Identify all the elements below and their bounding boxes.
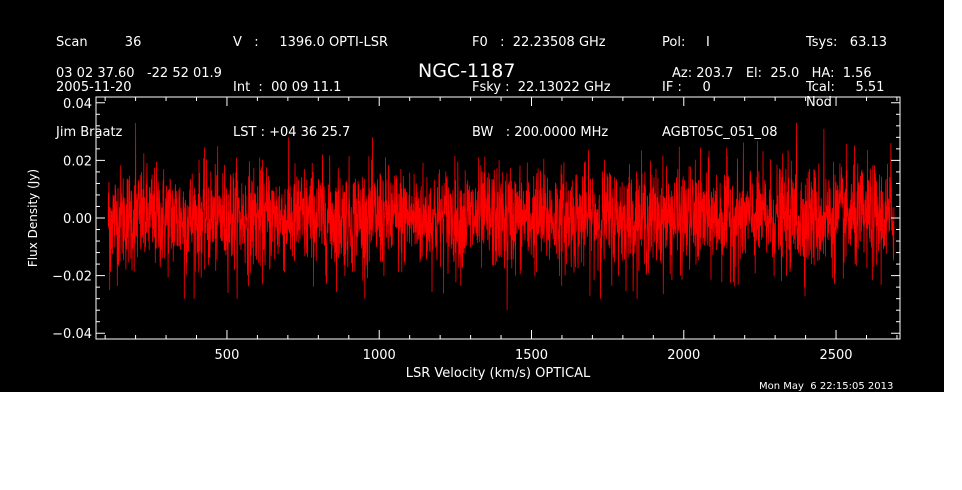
- header-tcal: Tcal: 5.51: [806, 80, 885, 95]
- x-tick-label: 2500: [819, 348, 852, 363]
- tick-layer: 500 1000 1500 2000 2500 −0.04 −0.02 0.00 0.02 0.0…: [52, 97, 900, 363]
- y-tick-label: −0.04: [52, 327, 92, 342]
- plot-window: Scan 36 2005-11-20 Jim Braatz V : 1396.0…: [0, 0, 944, 392]
- spectrum-trace: [107, 122, 895, 311]
- header-if: IF : 0: [662, 80, 711, 95]
- header-lst: LST : +04 36 25.7: [233, 125, 351, 140]
- header-col3: F0 : 22.23508 GHz Fsky : 22.13022 GHz BW…: [472, 5, 611, 170]
- x-tick-label: 500: [215, 348, 240, 363]
- y-tick-label: −0.02: [52, 270, 92, 285]
- timestamp: Mon May 6 22:15:05 2013: [759, 381, 894, 392]
- y-tick-label: 0.04: [63, 97, 92, 112]
- header-fsky: Fsky : 22.13022 GHz: [472, 80, 611, 95]
- header-observer: Jim Braatz: [56, 125, 123, 140]
- header-col5: Tsys: 63.13 Tcal: 5.51: [806, 5, 887, 125]
- x-tick-label: 1500: [515, 348, 548, 363]
- header-azel: Az: 203.7 El: 25.0 HA: 1.56: [672, 66, 872, 81]
- spectrum-trace-layer: [107, 122, 895, 311]
- header-project: AGBT05C_051_08: [662, 125, 778, 140]
- header-col1: Scan 36 2005-11-20 Jim Braatz: [56, 5, 141, 170]
- header-pol: Pol: I: [662, 35, 710, 50]
- header-col4: Pol: I IF : 0 AGBT05C_051_08: [662, 5, 778, 170]
- header-date: 2005-11-20: [56, 80, 132, 95]
- y-tick-label: 0.02: [63, 154, 92, 169]
- x-axis-label: LSR Velocity (km/s) OPTICAL: [406, 366, 591, 381]
- header-tsys: Tsys: 63.13: [806, 35, 888, 50]
- header-velocity: V : 1396.0 OPTI-LSR: [233, 35, 389, 50]
- header-integration: Int : 00 09 11.1: [233, 80, 342, 95]
- header-coords: 03 02 37.60 -22 52 01.9: [56, 66, 222, 81]
- x-tick-label: 2000: [667, 348, 700, 363]
- header-bw: BW : 200.0000 MHz: [472, 125, 609, 140]
- x-tick-label: 1000: [363, 348, 396, 363]
- header-procedure: Nod: [806, 95, 832, 110]
- header-col2: V : 1396.0 OPTI-LSR Int : 00 09 11.1 LST…: [233, 5, 388, 170]
- header-col4b: Nod: [806, 5, 832, 140]
- y-tick-label: 0.00: [63, 212, 92, 227]
- header-f0: F0 : 22.23508 GHz: [472, 35, 606, 50]
- object-name: NGC-1187: [418, 60, 516, 82]
- spectrum-chart: 500 1000 1500 2000 2500 −0.04 −0.02 0.00 0.02 0.0…: [26, 96, 901, 381]
- y-axis-label: Flux Density (Jy): [26, 169, 40, 267]
- header-scan: Scan 36: [56, 35, 142, 50]
